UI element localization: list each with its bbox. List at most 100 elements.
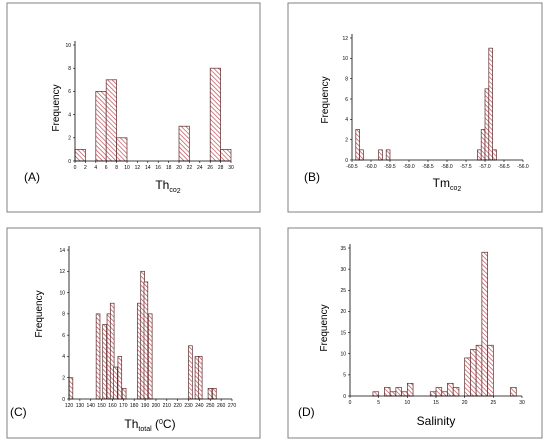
- panel-b-x-tick-label: -59.5: [384, 164, 396, 170]
- panel-b-bar: [492, 149, 497, 161]
- panel-b-y-tick-label: 12: [342, 36, 348, 42]
- panel-b-y-tick-label: 8: [345, 76, 348, 82]
- panel-a-x-tick-label: 20: [176, 165, 182, 171]
- panel-d-y-tick-label: 5: [343, 373, 346, 379]
- panel-d-bar: [429, 391, 437, 397]
- panel-c-bar: [102, 324, 107, 400]
- panel-a-bar: [105, 79, 117, 162]
- panel-c-x-tick-label: 150: [97, 403, 106, 409]
- panel-c-x-tick-label: 200: [152, 403, 161, 409]
- panel-c-bar: [117, 356, 123, 400]
- panel-d-bar: [441, 391, 448, 397]
- panel-a-xlabel: Thco2: [155, 178, 180, 195]
- panel-a-bar: [178, 125, 190, 162]
- panel-b-border: [287, 2, 543, 213]
- panel-a-x-tick-label: 30: [228, 165, 234, 171]
- panel-b-y-tick-label: 6: [345, 97, 348, 103]
- panel-d-bar: [389, 391, 397, 397]
- panel-b-bar: [484, 88, 490, 161]
- panel-d-bar: [475, 344, 483, 397]
- panel-b-y-tick-label: 0: [345, 158, 348, 164]
- panel-d-x-tick-label: 15: [433, 400, 439, 406]
- panel-c-bar: [95, 313, 101, 400]
- panel-c-x-tick-label: 260: [217, 403, 226, 409]
- panel-c-y-tick-label: 6: [62, 333, 65, 339]
- panel-c-bar: [207, 388, 213, 400]
- panel-c-x-tick-label: 220: [173, 403, 182, 409]
- panel-a-y-tick-label: 2: [68, 136, 71, 142]
- panel-c-x-tick-label: 140: [87, 403, 96, 409]
- panel-d-y-tick-label: 35: [340, 246, 346, 252]
- panel-d-y-tick-label: 25: [340, 288, 346, 294]
- panel-c-y-tick-label: 8: [62, 312, 65, 318]
- panel-d-y-tick-label: 30: [340, 267, 346, 273]
- panel-a-bar: [74, 149, 86, 162]
- panel-c-bar: [113, 366, 118, 400]
- panel-d: 0 5 10 15 20 25 30 0 5 10 15 20 25 30 35 Frequency Sal…: [287, 227, 543, 439]
- panel-c-y-tick-label: 10: [59, 290, 65, 296]
- panel-d-tag: (D): [298, 405, 315, 419]
- panel-a-x-tick-label: 14: [145, 165, 151, 171]
- panel-a-y-tick-label: 0: [68, 159, 71, 165]
- panel-b-x-tick-label: -56.5: [498, 164, 510, 170]
- panel-d-bar: [401, 391, 408, 397]
- panel-c-x-tick-label: 250: [206, 403, 215, 409]
- panel-a-bar: [209, 67, 221, 162]
- panel-d-bar: [384, 387, 391, 397]
- panel-c-y-tick-label: 14: [59, 248, 65, 254]
- panel-b-x-tick-label: -59.0: [403, 164, 415, 170]
- panel-b-x-tick-label: -56.0: [517, 164, 529, 170]
- panel-c-x-tick-label: 130: [76, 403, 85, 409]
- panel-d-bar: [435, 387, 443, 397]
- panel-c-x-tick-label: 190: [141, 403, 150, 409]
- panel-c-x-tick-label: 240: [195, 403, 204, 409]
- panel-b-x-tick-label: -60.0: [365, 164, 377, 170]
- panel-b-xlabel: Tmco2: [433, 176, 462, 193]
- panel-a-y-tick-label: 8: [68, 66, 71, 72]
- panel-a-bar: [116, 137, 128, 162]
- panel-d-bar: [452, 387, 460, 397]
- panel-b-ylabel: Frequency: [320, 76, 331, 123]
- panel-a-x-tick-label: 2: [84, 165, 87, 171]
- panel-b-bar: [488, 47, 493, 161]
- panel-b-bar: [359, 149, 364, 161]
- panel-a-x-tick-label: 6: [105, 165, 108, 171]
- panel-b-tag: (B): [304, 170, 320, 184]
- panel-b-bar: [378, 149, 383, 161]
- panel-d-bar: [395, 387, 402, 397]
- panel-b-x-tick-label: -57.0: [479, 164, 491, 170]
- panel-d-bar: [510, 387, 517, 397]
- panel-a-bar: [220, 149, 232, 162]
- panel-d-xlabel: Salinity: [417, 414, 456, 428]
- panel-d-x-tick-label: 0: [349, 400, 352, 406]
- panel-b-x-tick-label: -60.5: [346, 164, 358, 170]
- panel-d-x-tick-label: 10: [405, 400, 411, 406]
- panel-a-bar: [95, 91, 107, 162]
- panel-c-y-tick-label: 4: [62, 354, 65, 360]
- panel-c: 120 130 140 150 160 170 180 190 200 210 220 230 240 2…: [6, 227, 261, 439]
- panel-a-x-tick-label: 22: [187, 165, 193, 171]
- panel-c-x-tick-label: 270: [228, 403, 237, 409]
- panel-b: -60.5 -60.0 -59.5 -59.0 -58.5 -58.0 -57.5 -57.0…: [287, 2, 543, 213]
- panel-d-bar: [487, 344, 494, 397]
- panel-c-y-tick-label: 0: [62, 397, 65, 403]
- panel-d-plot: 0 5 10 15 20 25 30 0 5 10 15 20 25 30 35: [340, 244, 525, 406]
- panel-d-x-tick-label: 30: [519, 400, 525, 406]
- panel-c-tag: (C): [10, 405, 27, 419]
- panel-d-bar: [447, 382, 454, 397]
- panel-a-y-tick-label: 10: [65, 43, 71, 49]
- panel-c-plot: 120 130 140 150 160 170 180 190 200 210 220 230 240 2…: [59, 246, 236, 409]
- panel-b-y-tick-label: 4: [345, 117, 348, 123]
- panel-c-y-tick-label: 2: [62, 376, 65, 382]
- panel-c-bar: [212, 388, 217, 400]
- panel-c-bar: [188, 345, 193, 400]
- panel-b-y-tick-label: 2: [345, 137, 348, 143]
- panel-c-x-tick-label: 170: [119, 403, 128, 409]
- panel-a-x-tick-label: 0: [74, 165, 77, 171]
- panel-a-ylabel: Frequency: [51, 84, 62, 131]
- panel-a-x-tick-label: 26: [207, 165, 213, 171]
- panel-a-x-tick-label: 12: [135, 165, 141, 171]
- panel-c-bar: [147, 313, 153, 400]
- panel-b-bar: [480, 129, 486, 161]
